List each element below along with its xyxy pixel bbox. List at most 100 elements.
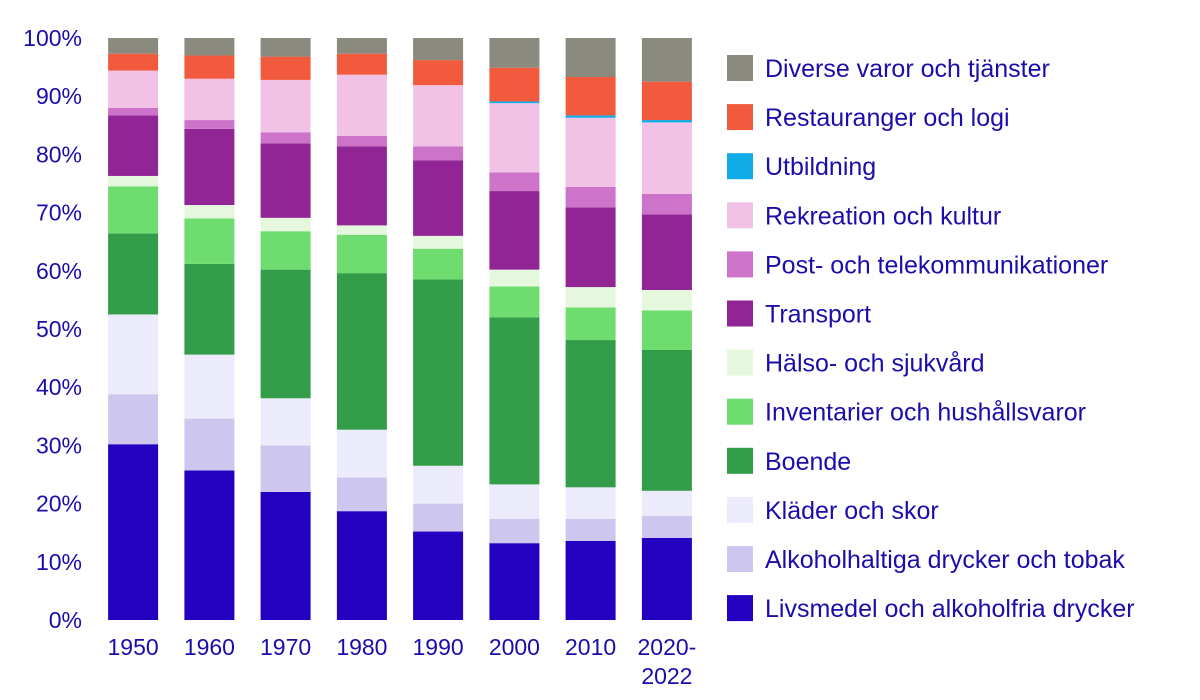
bar-segment-2010-6 xyxy=(565,207,616,288)
legend-item: Restauranger och logi xyxy=(727,104,1010,132)
bar-segment-1960-0 xyxy=(184,470,235,620)
legend-swatch xyxy=(727,398,753,425)
legend-label: Restauranger och logi xyxy=(765,104,1010,132)
bar-segment-1990-1 xyxy=(413,503,464,532)
bar-segment-1990-10 xyxy=(413,60,464,86)
x-tick-label: 2000 xyxy=(489,634,540,660)
bar-segment-1950-0 xyxy=(108,444,159,620)
bar-segment-1970-2 xyxy=(260,398,311,446)
bar-segment-1990-2 xyxy=(413,465,464,504)
bar-segment-1990-4 xyxy=(413,248,464,280)
legend-label: Diverse varor och tjänster xyxy=(765,55,1050,83)
legend-label: Utbildning xyxy=(765,153,876,181)
bar-segment-1960-6 xyxy=(184,128,235,206)
bar-segment-1990-0 xyxy=(413,531,464,620)
bar-segment-1990-6 xyxy=(413,160,464,236)
bar-segment-2020-2022-10 xyxy=(641,81,692,121)
legend-item: Alkoholhaltiga drycker och tobak xyxy=(727,546,1125,574)
bar-segment-2020-2022-11 xyxy=(641,38,692,82)
legend-item: Utbildning xyxy=(727,153,876,181)
bar-segment-1980-2 xyxy=(336,429,387,478)
bar-segment-1990-7 xyxy=(413,146,464,161)
legend-swatch xyxy=(727,595,753,622)
bar-segment-1970-4 xyxy=(260,231,311,270)
bar-segment-1960-10 xyxy=(184,55,235,79)
bar-segment-2000-0 xyxy=(489,543,540,620)
bar-segment-2000-8 xyxy=(489,103,540,173)
bar-segment-1990-5 xyxy=(413,235,464,249)
bar-stack-1990 xyxy=(413,38,464,620)
x-tick-label: 1980 xyxy=(336,634,387,660)
bar-segment-2020-2022-3 xyxy=(641,349,692,491)
bar-segment-1980-7 xyxy=(336,135,387,147)
legend-label: Post- och telekommunikationer xyxy=(765,251,1108,279)
y-tick-label: 70% xyxy=(36,200,82,226)
legend-swatch xyxy=(727,447,753,474)
bar-segment-1950-3 xyxy=(108,233,159,315)
bar-segment-2020-2022-2 xyxy=(641,490,692,516)
bar-segment-1960-2 xyxy=(184,354,235,419)
bar-segment-2010-7 xyxy=(565,186,616,208)
y-tick-label: 90% xyxy=(36,83,82,109)
bar-segment-1950-4 xyxy=(108,186,159,234)
bar-segment-2000-2 xyxy=(489,484,540,519)
bars-layer xyxy=(108,38,692,620)
bar-segment-1970-0 xyxy=(260,491,311,620)
legend-swatch xyxy=(727,546,753,572)
bar-segment-1950-11 xyxy=(108,38,159,54)
legend-swatch xyxy=(727,202,753,229)
bar-segment-2010-0 xyxy=(565,540,616,620)
x-tick-label: 1950 xyxy=(108,634,159,660)
bar-segment-2000-7 xyxy=(489,172,540,192)
bar-segment-2000-10 xyxy=(489,67,540,102)
bar-segment-2010-8 xyxy=(565,117,616,187)
bar-segment-2010-1 xyxy=(565,518,616,541)
bar-stack-2000 xyxy=(489,38,540,620)
legend-item: Post- och telekommunikationer xyxy=(727,251,1108,279)
y-tick-label: 0% xyxy=(49,607,82,633)
bar-segment-2020-2022-8 xyxy=(641,122,692,194)
bar-segment-2020-2022-0 xyxy=(641,537,692,620)
legend: Diverse varor och tjänster Restauranger o… xyxy=(727,55,1135,623)
y-axis: 0% 10% 20% 30% 40% 50% 60% 70% 80% 90% 100% xyxy=(23,25,82,633)
bar-segment-2010-3 xyxy=(565,340,616,488)
bar-segment-1980-3 xyxy=(336,273,387,430)
bar-segment-1980-10 xyxy=(336,53,387,75)
bar-segment-1980-8 xyxy=(336,74,387,136)
legend-item: Diverse varor och tjänster xyxy=(727,55,1050,83)
bar-segment-2010-11 xyxy=(565,38,616,77)
legend-swatch xyxy=(727,153,753,180)
legend-label: Hälso- och sjukvård xyxy=(765,350,985,378)
bar-segment-2020-2022-9 xyxy=(641,120,692,123)
bar-segment-1960-11 xyxy=(184,38,235,56)
bar-segment-2010-4 xyxy=(565,307,616,341)
bar-segment-1990-3 xyxy=(413,279,464,466)
legend-swatch xyxy=(727,55,753,81)
legend-swatch xyxy=(727,104,753,131)
bar-segment-1970-1 xyxy=(260,445,311,492)
legend-item: Transport xyxy=(727,300,871,329)
legend-swatch xyxy=(727,251,753,278)
bar-segment-1980-6 xyxy=(336,146,387,226)
bar-segment-1970-6 xyxy=(260,143,311,218)
legend-swatch xyxy=(727,496,753,523)
bar-segment-1970-8 xyxy=(260,79,311,133)
bar-stack-2010 xyxy=(565,38,616,620)
y-tick-label: 50% xyxy=(36,316,82,342)
bar-segment-2020-2022-1 xyxy=(641,515,692,538)
bar-segment-2000-5 xyxy=(489,269,540,287)
bar-segment-1950-1 xyxy=(108,394,159,445)
legend-label: Transport xyxy=(765,301,871,329)
x-axis: 1950 1960 1970 1980 1990 2000 2010 2020-2022 xyxy=(108,634,697,689)
bar-segment-1980-1 xyxy=(336,477,387,512)
legend-item: Livsmedel och alkoholfria drycker xyxy=(727,595,1135,623)
bar-segment-2010-2 xyxy=(565,487,616,519)
bar-segment-1960-4 xyxy=(184,218,235,264)
bar-segment-2000-6 xyxy=(489,191,540,270)
bar-stack-1970 xyxy=(260,38,311,620)
bar-segment-1970-11 xyxy=(260,38,311,57)
bar-segment-1950-2 xyxy=(108,314,159,395)
bar-segment-1980-11 xyxy=(336,38,387,54)
y-tick-label: 60% xyxy=(36,258,82,284)
